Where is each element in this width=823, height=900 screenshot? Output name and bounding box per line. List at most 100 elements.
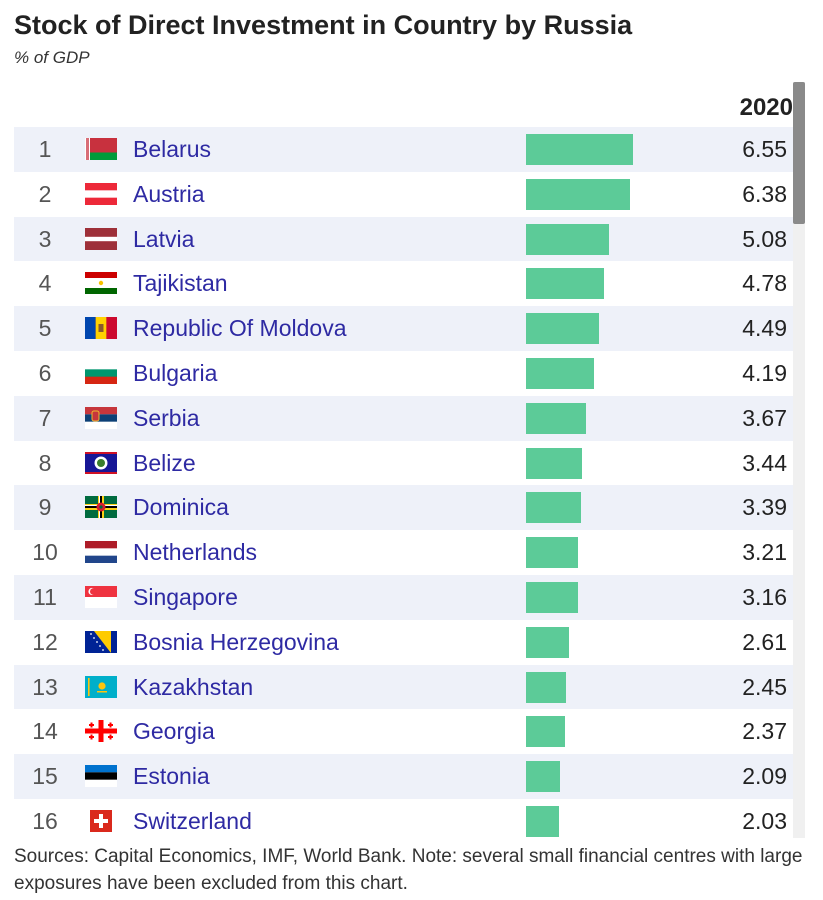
value-bar: [526, 626, 569, 658]
rank-cell: 10: [32, 539, 58, 566]
tajikistan-flag-icon: [85, 272, 117, 295]
country-link[interactable]: Latvia: [133, 225, 195, 252]
table-row: 5 Republic Of Moldova 4.49: [14, 306, 793, 351]
bulgaria-flag-icon: [85, 361, 117, 384]
rank-cell: 11: [33, 583, 57, 610]
value-bar: [526, 134, 633, 165]
value-bar: [526, 761, 561, 793]
table-row: 15 Estonia 2.09: [14, 754, 793, 799]
value-cell: 5.08: [742, 225, 787, 252]
rank-cell: 3: [38, 225, 52, 252]
value-bar: [526, 716, 565, 748]
value-cell: 2.45: [742, 673, 787, 700]
switzerland-flag-icon: [90, 809, 112, 832]
value-bar: [526, 357, 595, 389]
value-bar: [526, 268, 605, 300]
value-cell: 4.19: [742, 359, 787, 386]
table-row: 16 Switzerland 2.03: [14, 799, 793, 838]
country-link[interactable]: Netherlands: [133, 539, 258, 566]
country-link[interactable]: Switzerland: [133, 807, 252, 834]
value-bar: [526, 492, 582, 524]
value-cell: 2.03: [742, 807, 787, 834]
country-link[interactable]: Austria: [133, 180, 205, 207]
table-row: 2 Austria 6.38: [14, 172, 793, 217]
value-cell: 2.61: [742, 628, 787, 655]
serbia-flag-icon: [85, 406, 117, 429]
table-row: 10 Netherlands 3.21: [14, 530, 793, 575]
value-cell: 3.16: [742, 583, 787, 610]
value-cell: 3.21: [742, 539, 787, 566]
table-row: 9 Dominica 3.39: [14, 485, 793, 531]
country-link[interactable]: Republic Of Moldova: [133, 315, 347, 342]
chart-subtitle: % of GDP: [14, 48, 90, 67]
scrollbar[interactable]: [793, 82, 805, 838]
rank-cell: 15: [32, 763, 58, 790]
rank-cell: 16: [32, 807, 58, 834]
table-row: 1 Belarus 6.55: [14, 127, 793, 172]
rank-cell: 9: [38, 494, 52, 521]
value-cell: 3.67: [742, 404, 787, 431]
moldova-flag-icon: [85, 317, 117, 340]
value-bar: [526, 581, 578, 613]
scrollbar-thumb[interactable]: [793, 82, 805, 224]
value-bar: [526, 313, 600, 345]
country-link[interactable]: Tajikistan: [133, 270, 228, 297]
rank-cell: 14: [32, 718, 58, 745]
table-row: 11 Singapore 3.16: [14, 574, 793, 620]
chart-title: Stock of Direct Investment in Country by…: [14, 10, 633, 40]
singapore-flag-icon: [85, 585, 117, 608]
value-cell: 6.55: [742, 136, 787, 162]
value-cell: 2.09: [742, 763, 787, 790]
source-note: Sources: Capital Economics, IMF, World B…: [14, 846, 803, 894]
belarus-flag-icon: [85, 138, 117, 160]
latvia-flag-icon: [85, 227, 117, 250]
value-bar: [526, 537, 579, 569]
rank-cell: 5: [38, 315, 52, 342]
rank-cell: 12: [32, 628, 58, 655]
table-row: 13 Kazakhstan 2.45: [14, 664, 793, 710]
value-cell: 3.44: [742, 449, 787, 476]
country-link[interactable]: Belarus: [133, 136, 211, 162]
georgia-flag-icon: [85, 720, 117, 743]
bosnia-flag-icon: [85, 630, 117, 653]
value-cell: 2.37: [742, 718, 787, 745]
table-row: 4 Tajikistan 4.78: [14, 261, 793, 306]
rank-cell: 2: [38, 180, 52, 207]
year-column-header[interactable]: 2020: [739, 94, 793, 121]
rank-cell: 4: [38, 270, 52, 297]
netherlands-flag-icon: [85, 541, 117, 564]
table-row: 12 Bosnia Herzegovina 2.61: [14, 620, 793, 665]
value-bar: [526, 447, 583, 479]
country-link[interactable]: Georgia: [133, 718, 215, 745]
value-cell: 6.38: [742, 180, 787, 207]
rank-cell: 1: [38, 136, 52, 162]
country-link[interactable]: Bulgaria: [133, 359, 218, 386]
value-cell: 4.49: [742, 315, 787, 342]
value-bar: [526, 402, 586, 434]
rank-cell: 8: [38, 449, 52, 476]
country-link[interactable]: Serbia: [133, 404, 200, 431]
table-row: 8 Belize 3.44: [14, 441, 793, 486]
country-link[interactable]: Dominica: [133, 494, 229, 521]
country-link[interactable]: Kazakhstan: [133, 673, 254, 700]
rank-cell: 13: [32, 673, 58, 700]
table-body: 1 Belarus 6.55 2 Austria 6.38 3 Latvia 5.08 4 Taji…: [14, 127, 793, 838]
rank-cell: 6: [38, 359, 52, 386]
country-link[interactable]: Singapore: [133, 583, 238, 610]
rank-cell: 7: [38, 404, 52, 431]
table-row: 14 Georgia 2.37: [14, 709, 793, 754]
value-cell: 3.39: [742, 494, 787, 521]
value-bar: [526, 178, 631, 210]
country-link[interactable]: Estonia: [133, 763, 210, 790]
value-bar: [526, 805, 560, 837]
country-link[interactable]: Bosnia Herzegovina: [133, 628, 339, 655]
belize-flag-icon: [85, 451, 117, 474]
estonia-flag-icon: [85, 765, 117, 788]
value-bar: [526, 223, 609, 255]
dominica-flag-icon: [85, 496, 117, 519]
austria-flag-icon: [85, 182, 117, 205]
ranking-table: 2020 1 Belarus 6.55 2 Austria 6.38 3 Latvia 5.08…: [14, 82, 793, 838]
country-link[interactable]: Belize: [133, 449, 196, 476]
table-row: 6 Bulgaria 4.19: [14, 351, 793, 396]
kazakhstan-flag-icon: [85, 675, 117, 698]
